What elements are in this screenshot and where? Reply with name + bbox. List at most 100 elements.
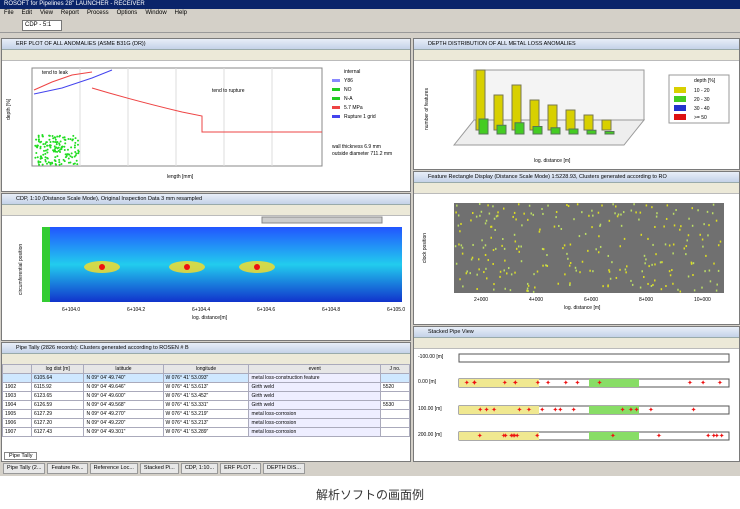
- feature-mark: [457, 214, 460, 217]
- task-tab[interactable]: Feature Re...: [47, 463, 88, 474]
- table-row[interactable]: 1907 6127.43 N 09° 04' 49.301" W 076° 41' 5…: [2, 427, 410, 437]
- feature-marker: ✦: [557, 406, 563, 414]
- feature-mark: [492, 205, 494, 208]
- feature-mark: [492, 262, 494, 265]
- feature-marker: ✦: [464, 379, 470, 387]
- anomaly-dot: [77, 152, 80, 155]
- pipe-strip: [458, 353, 730, 363]
- anomaly-dot: [41, 163, 44, 166]
- taskbar: Pipe Tally (2... Feature Re... Reference L…: [0, 463, 740, 475]
- table-row[interactable]: 1903 6123.65 N 09° 04' 49.600" W 076° 41' 5…: [2, 391, 410, 401]
- cell: W 076° 41' 53.219": [162, 409, 250, 419]
- y-axis-label: clock position: [422, 233, 428, 263]
- menu-item[interactable]: File: [4, 10, 14, 16]
- menu-item[interactable]: Options: [116, 10, 138, 16]
- feature-mark: [527, 289, 529, 292]
- feature-marker: ✦: [471, 379, 477, 387]
- task-tab[interactable]: CDP, 1:10...: [180, 463, 219, 474]
- feature-mark: [672, 243, 675, 246]
- anomaly-dot: [42, 153, 45, 156]
- task-tab[interactable]: DEPTH DIS...: [262, 463, 305, 474]
- task-tab[interactable]: ERF PLOT ...: [220, 463, 261, 474]
- feature-mark: [528, 204, 531, 207]
- feature-mark: [466, 270, 468, 273]
- feature-mark: [558, 224, 560, 227]
- feature-mark: [708, 224, 710, 227]
- row-header: [2, 364, 32, 374]
- menu-item[interactable]: Edit: [21, 10, 33, 16]
- feature-mark: [619, 245, 622, 248]
- feature-mark: [614, 212, 616, 215]
- feature-mark: [639, 286, 642, 289]
- table-row[interactable]: 1905 6127.29 N 09° 04' 49.270" W 076° 41' 5…: [2, 409, 410, 419]
- feature-mark: [461, 246, 464, 249]
- cell: W 076° 41' 53.289": [162, 427, 250, 437]
- panel-title: DEPTH DISTRIBUTION OF ALL METAL LOSS ANO…: [414, 39, 739, 50]
- anomaly-dot: [74, 137, 77, 140]
- legend-swatch: [332, 106, 340, 109]
- menu-item[interactable]: Help: [174, 10, 187, 16]
- anomaly-dot: [46, 156, 49, 159]
- legend-entry: >= 50: [694, 115, 707, 121]
- legend-swatch: [332, 97, 340, 100]
- anomaly-dot: [51, 161, 53, 164]
- task-tab[interactable]: Reference Loc...: [89, 463, 138, 474]
- table-row[interactable]: 1902 6115.92 N 09° 04' 49.646" W 076° 41' 5…: [2, 382, 410, 392]
- segment: [589, 406, 639, 414]
- cell: 1905: [2, 409, 32, 419]
- panel-canvas: -100.00 [m] 0.00 [m] 100.00 [m] 200.00 [m] ✦…: [418, 353, 730, 441]
- feature-marker: ✦: [510, 432, 516, 440]
- feature-mark: [651, 206, 653, 209]
- anomaly-dot: [52, 140, 55, 143]
- feature-mark: [651, 263, 653, 266]
- legend-swatch: [332, 115, 340, 118]
- depth-panel: DEPTH DISTRIBUTION OF ALL METAL LOSS ANO…: [413, 38, 740, 170]
- feature-mark: [469, 272, 471, 275]
- feature-mark: [513, 211, 516, 214]
- feature-marker: ✦: [508, 432, 514, 440]
- table-row[interactable]: 1906 6127.20 N 09° 04' 49.220" W 076° 41' 5…: [2, 418, 410, 428]
- feature-mark: [601, 204, 603, 207]
- feature-mark: [553, 225, 556, 228]
- table-row[interactable]: 1904 6126.59 N 09° 04' 49.568" W 076° 41' 5…: [2, 400, 410, 410]
- anomaly-dot: [75, 152, 78, 155]
- task-tab[interactable]: Pipe Tally (2...: [3, 463, 46, 474]
- anomaly-dot: [48, 134, 51, 137]
- task-tab[interactable]: Stacked Pi...: [139, 463, 179, 474]
- anomaly-dot: [74, 151, 77, 154]
- anomaly-dot: [43, 149, 46, 152]
- x-tick-label: 6+000: [584, 297, 598, 303]
- feature-mark: [661, 261, 663, 264]
- window-title: ROSOFT for Pipelines 28" LAUNCHER - RECE…: [0, 0, 740, 9]
- menu-item[interactable]: View: [40, 10, 53, 16]
- cell: 6123.65: [30, 391, 85, 401]
- panel-title: Stacked Pipe View: [414, 327, 739, 338]
- legend-swatch: [332, 70, 340, 73]
- menu-item[interactable]: Window: [145, 10, 167, 16]
- bar-3d: [514, 122, 525, 135]
- menu-item[interactable]: Process: [86, 10, 109, 16]
- feature-mark: [457, 224, 460, 227]
- y-tick-label: 100.00 [m]: [418, 406, 442, 412]
- feature-mark: [503, 269, 505, 272]
- anomaly-dot: [54, 156, 57, 159]
- x-tick-label: 6+104.2: [127, 307, 145, 313]
- feature-mark: [484, 253, 487, 256]
- feature-mark: [459, 278, 461, 281]
- feature-mark: [588, 214, 590, 217]
- feature-mark: [607, 284, 609, 287]
- feature-mark: [608, 270, 611, 273]
- anomaly-dot: [56, 155, 59, 158]
- column-header: log dist [m]: [30, 364, 85, 374]
- feature-mark: [532, 213, 535, 216]
- feature-mark: [654, 279, 656, 282]
- cscan-panel: CDP, 1:10 (Distance Scale Mode), Origina…: [1, 193, 411, 341]
- legend-swatch: [674, 114, 686, 120]
- menu-item[interactable]: Report: [60, 10, 79, 16]
- feature-mark: [476, 273, 478, 276]
- combo-box[interactable]: CDP - 5:1: [22, 20, 63, 31]
- feature-mark: [536, 270, 539, 273]
- feature-mark: [518, 250, 520, 253]
- feature-mark: [542, 212, 544, 215]
- table-row[interactable]: 6105.64 N 09° 04' 49.740" W 076° 41' 53.09…: [2, 373, 410, 383]
